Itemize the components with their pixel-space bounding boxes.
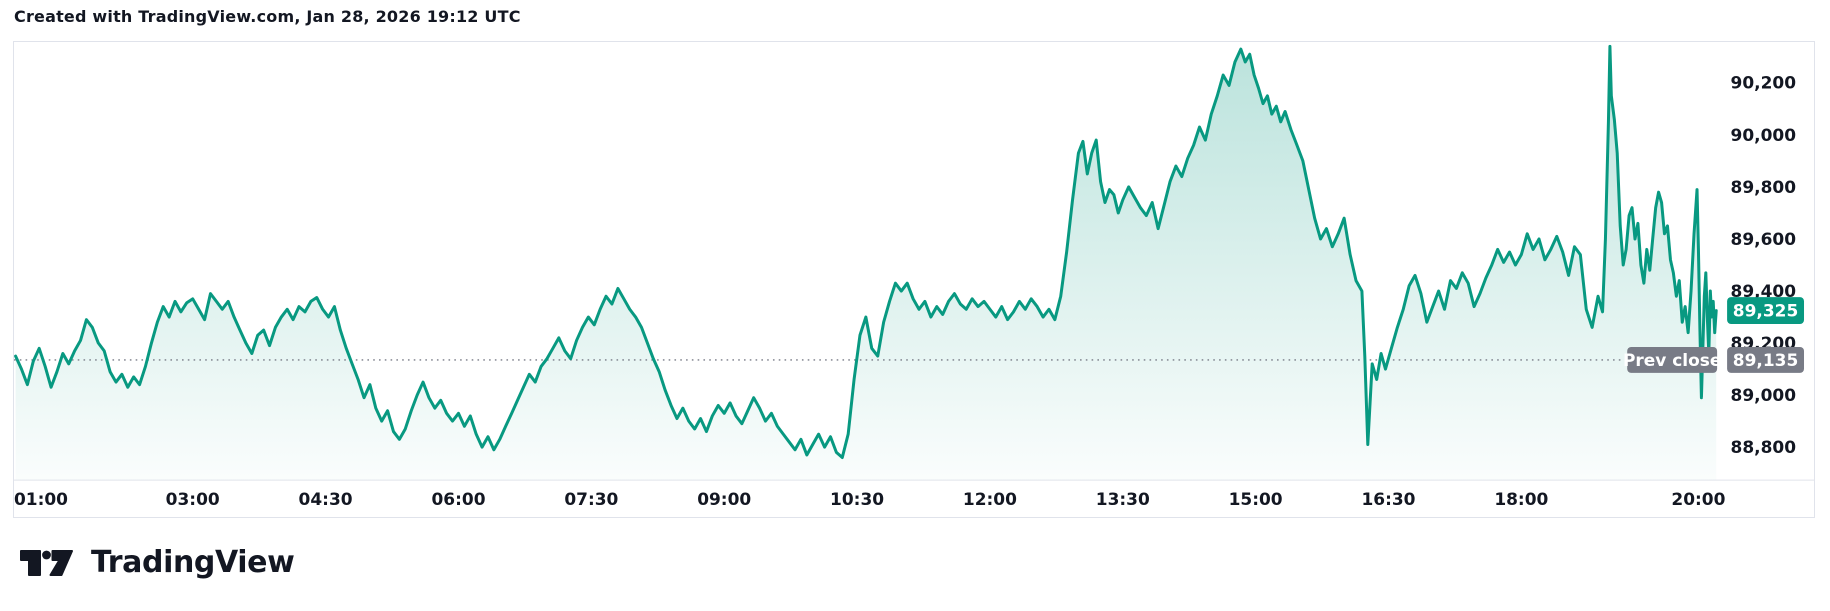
x-axis-tick-label: 12:00	[963, 489, 1017, 509]
y-axis-tick-label: 89,800	[1731, 177, 1796, 197]
y-axis-tick-label: 90,200	[1731, 73, 1796, 93]
x-axis-tick-label: 09:00	[697, 489, 751, 509]
price-chart-panel: 01:00 03:00 04:30 06:00 07:30 09:00 10:30 12:00…	[13, 41, 1815, 518]
prev-close-value-text: 89,135	[1733, 350, 1798, 370]
last-price-badge	[1727, 297, 1805, 325]
x-axis-tick-label: 13:30	[1096, 489, 1150, 509]
y-axis-tick-label: 90,000	[1731, 125, 1796, 145]
x-axis-tick-label: 04:30	[299, 489, 353, 509]
x-axis-tick-label: 01:00	[14, 489, 68, 509]
x-axis-tick-label: 15:00	[1229, 489, 1283, 509]
y-axis-tick-label: 89,600	[1731, 229, 1796, 249]
y-axis-tick-label: 88,800	[1731, 437, 1796, 457]
x-axis-tick-label: 03:00	[166, 489, 220, 509]
x-axis-tick-label: 18:00	[1494, 489, 1548, 509]
x-axis-tick-label: 10:30	[830, 489, 884, 509]
y-axis-tick-label: 89,000	[1731, 385, 1796, 405]
price-line	[14, 44, 1718, 460]
brand-footer: TradingView	[20, 545, 295, 580]
last-price-text: 89,325	[1733, 301, 1798, 321]
prev-close-title-badge	[1627, 347, 1718, 373]
prev-close-title-text: Prev close	[1623, 350, 1721, 370]
price-chart-svg: 01:00 03:00 04:30 06:00 07:30 09:00 10:30 12:00…	[14, 44, 1814, 509]
attribution-text: Created with TradingView.com, Jan 28, 20…	[14, 7, 521, 26]
x-axis-tick-label: 06:00	[432, 489, 486, 509]
y-axis-tick-label: 89,400	[1731, 281, 1796, 301]
x-axis-tick-label: 20:00	[1671, 489, 1725, 509]
x-axis-tick-label: 16:30	[1361, 489, 1415, 509]
prev-close-value-badge	[1727, 347, 1805, 373]
tradingview-wordmark: TradingView	[91, 545, 295, 580]
price-area-fill	[15, 46, 1717, 481]
tradingview-logo-icon	[20, 550, 73, 576]
x-axis-tick-label: 07:30	[564, 489, 618, 509]
